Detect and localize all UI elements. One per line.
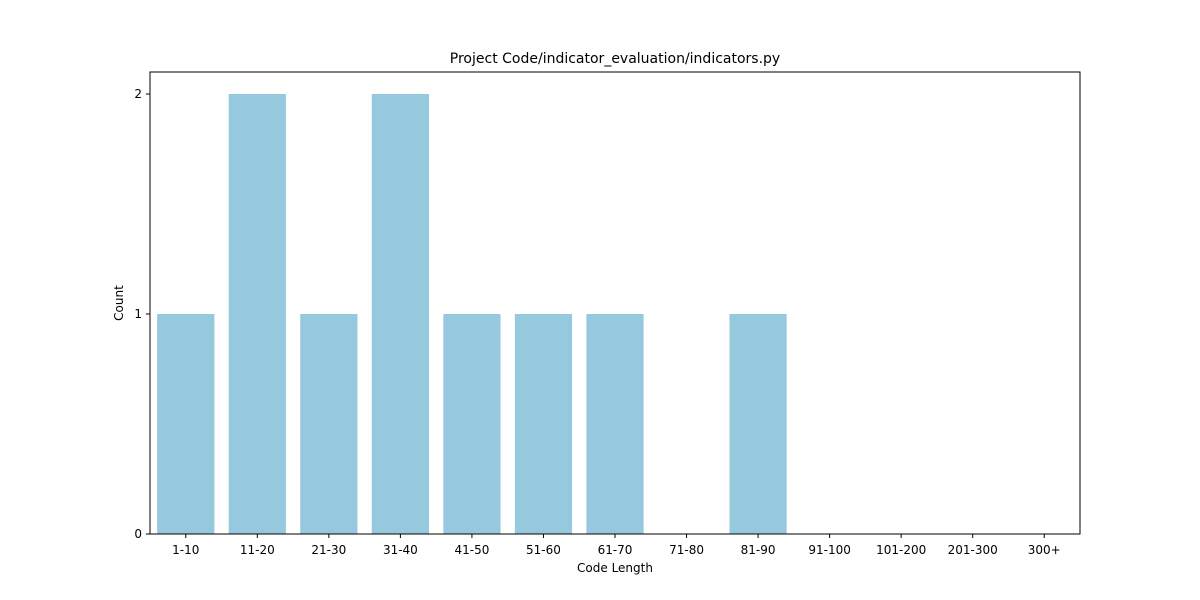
x-tick-label: 300+ xyxy=(1028,543,1061,557)
bar-51-60 xyxy=(514,314,573,534)
x-axis-label: Code Length xyxy=(577,561,653,575)
x-tick-label: 31-40 xyxy=(383,543,418,557)
y-tick-label: 2 xyxy=(134,87,142,101)
x-tick-label: 201-300 xyxy=(948,543,998,557)
bar-31-40 xyxy=(371,94,429,534)
x-tick-label: 71-80 xyxy=(669,543,704,557)
x-tick-label: 101-200 xyxy=(876,543,926,557)
x-tick-label: 61-70 xyxy=(598,543,633,557)
bar-11-20 xyxy=(228,94,286,534)
bar-41-50 xyxy=(443,314,501,534)
x-tick-label: 11-20 xyxy=(240,543,275,557)
x-axis-ticks: 1-10 11-20 21-30 31-40 41-50 51-60 61-70 71-80 8… xyxy=(172,534,1061,557)
bar-21-30 xyxy=(300,314,358,534)
y-tick-label: 1 xyxy=(134,307,142,321)
y-tick-label: 0 xyxy=(134,527,142,541)
bar-1-10 xyxy=(157,314,215,534)
x-tick-label: 21-30 xyxy=(311,543,346,557)
x-tick-label: 41-50 xyxy=(454,543,489,557)
plot-frame xyxy=(149,71,1081,535)
y-axis-ticks: 0 1 2 xyxy=(134,87,150,541)
x-tick-label: 51-60 xyxy=(526,543,561,557)
bars-group xyxy=(157,94,787,534)
bar-81-90 xyxy=(729,314,787,534)
x-tick-label: 91-100 xyxy=(808,543,851,557)
chart-title: Project Code/indicator_evaluation/indica… xyxy=(450,51,780,67)
x-tick-label: 1-10 xyxy=(172,543,199,557)
x-tick-label: 81-90 xyxy=(741,543,776,557)
bar-61-70 xyxy=(586,314,644,534)
y-axis-label: Count xyxy=(112,285,126,321)
